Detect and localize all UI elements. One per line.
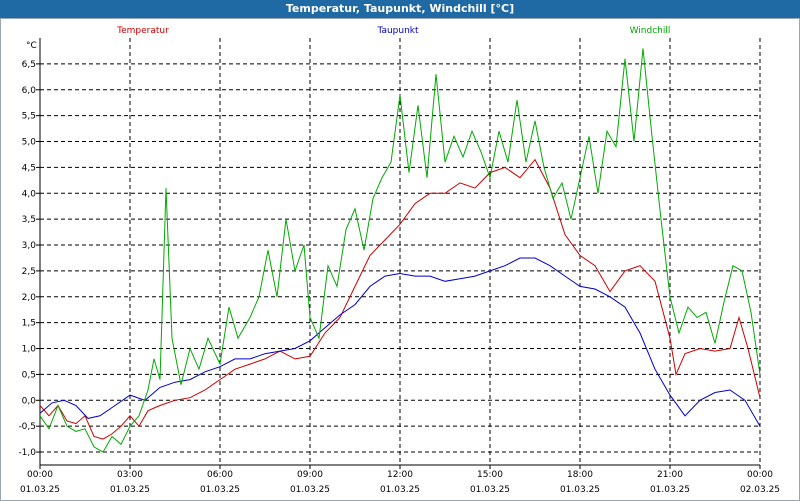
series-line-temperatur — [39, 158, 761, 440]
x-tick-date-label: 01.03.25 — [650, 485, 690, 495]
series-line-taupunkt — [39, 257, 761, 427]
y-tick-label: 1,0 — [22, 345, 37, 355]
x-tick-time-label: 18:00 — [567, 470, 593, 480]
y-tick-label: -0,5 — [18, 422, 36, 432]
x-tick-date-label: 01.03.25 — [290, 485, 330, 495]
chart-window-title: Temperatur, Taupunkt, Windchill [°C] — [0, 0, 800, 18]
y-tick-label: 4,5 — [22, 163, 36, 173]
x-tick-time-label: 03:00 — [117, 470, 143, 480]
y-tick-label: 6,5 — [22, 60, 36, 70]
y-axis: -1,0 -0,5 0,0 0,5 1,0 1,5 2,0 2,5 3,0 3,5 4,0 4,5 5,… — [18, 38, 41, 465]
chart-grid — [39, 38, 761, 465]
x-tick-date-label: 01.03.25 — [380, 485, 420, 495]
y-tick-label: 2,5 — [22, 267, 36, 277]
y-tick-label: -1,0 — [18, 448, 36, 458]
x-tick-time-label: 21:00 — [657, 470, 683, 480]
x-tick-time-label: 00:00 — [27, 470, 53, 480]
y-tick-label: 1,5 — [22, 319, 36, 329]
x-tick-date-label: 01.03.25 — [110, 485, 150, 495]
x-tick-time-label: 09:00 — [297, 470, 323, 480]
series-line-windchill — [39, 48, 761, 453]
legend: Temperatur Taupunkt Windchill — [116, 26, 670, 36]
x-tick-date-label: 01.03.25 — [200, 485, 240, 495]
y-tick-label: 3,0 — [22, 241, 37, 251]
x-tick-date-label: 01.03.25 — [470, 485, 510, 495]
legend-entry-temperatur: Temperatur — [116, 26, 169, 36]
y-tick-label: 3,5 — [22, 215, 36, 225]
x-axis: 00:00 01.03.25 03:00 01.03.25 06:00 01.03.25 0… — [20, 464, 780, 495]
y-tick-label: 5,0 — [22, 138, 37, 148]
y-tick-label: 0,0 — [22, 396, 37, 406]
y-tick-label: 2,0 — [22, 293, 37, 303]
x-tick-time-label: 00:00 — [747, 470, 773, 480]
x-tick-time-label: 06:00 — [207, 470, 233, 480]
x-tick-date-label: 02.03.25 — [740, 485, 780, 495]
x-tick-time-label: 15:00 — [477, 470, 503, 480]
series-lines — [39, 48, 761, 453]
legend-entry-taupunkt: Taupunkt — [376, 26, 419, 36]
x-tick-time-label: 12:00 — [387, 470, 413, 480]
y-tick-label: 5,5 — [22, 112, 36, 122]
x-tick-date-label: 01.03.25 — [20, 485, 60, 495]
y-axis-unit-label: °C — [26, 41, 37, 51]
legend-entry-windchill: Windchill — [630, 26, 671, 36]
y-tick-label: 0,5 — [22, 370, 36, 380]
x-tick-date-label: 01.03.25 — [560, 485, 600, 495]
y-tick-label: 6,0 — [22, 86, 37, 96]
y-tick-label: 4,0 — [22, 189, 37, 199]
